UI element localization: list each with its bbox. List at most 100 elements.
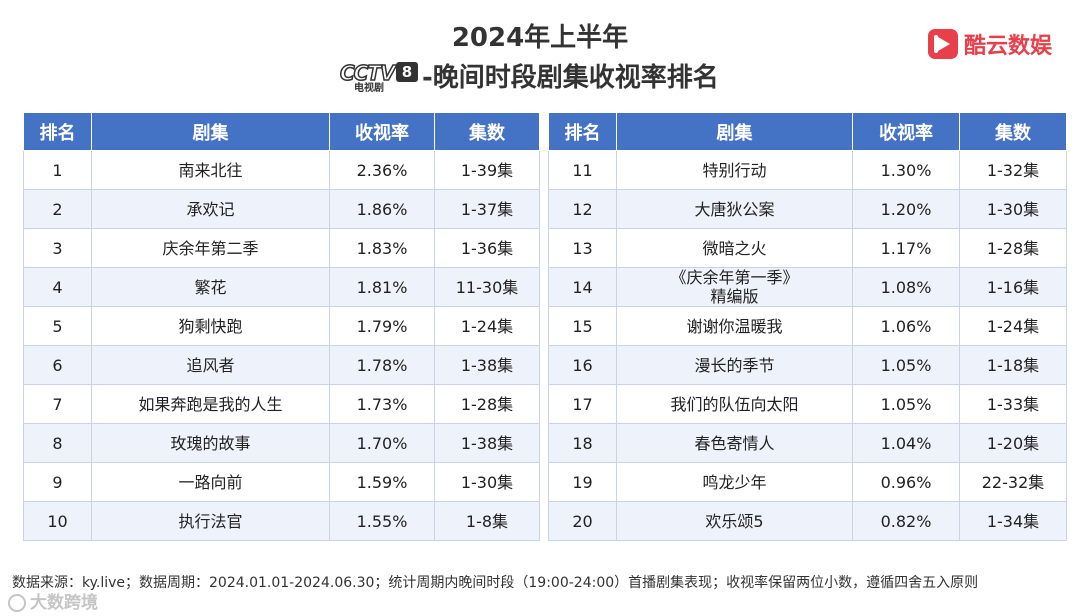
rating-cell: 1.86% <box>329 189 435 229</box>
rank-cell: 12 <box>548 189 617 229</box>
rank-cell: 14 <box>548 267 617 307</box>
ranking-table-right: 排名 剧集 收视率 集数 11 特别行动 1.30% 1-32集 12 大唐狄公案 1.20… <box>548 112 1067 541</box>
rank-cell: 20 <box>548 501 617 541</box>
rating-cell: 1.08% <box>852 267 960 307</box>
series-cell: 欢乐颂5 <box>616 501 853 541</box>
rank-cell: 5 <box>23 306 92 346</box>
header-rating: 收视率 <box>852 112 960 151</box>
rating-cell: 1.83% <box>329 228 435 268</box>
table-row: 20 欢乐颂5 0.82% 1-34集 <box>548 501 1067 541</box>
rating-cell: 1.79% <box>329 306 435 346</box>
rating-cell: 1.05% <box>852 384 960 424</box>
header-series: 剧集 <box>91 112 330 151</box>
table-row: 17 我们的队伍向太阳 1.05% 1-33集 <box>548 384 1067 424</box>
table-row: 18 春色寄情人 1.04% 1-20集 <box>548 423 1067 463</box>
series-cell: 如果奔跑是我的人生 <box>91 384 330 424</box>
series-cell: 执行法官 <box>91 501 330 541</box>
rating-cell: 1.59% <box>329 462 435 502</box>
table-row: 14 《庆余年第一季》 精编版 1.08% 1-16集 <box>548 267 1067 307</box>
table-row: 16 漫长的季节 1.05% 1-18集 <box>548 345 1067 385</box>
table-row: 2 承欢记 1.86% 1-37集 <box>23 189 540 229</box>
episodes-cell: 1-28集 <box>434 384 540 424</box>
rating-cell: 1.30% <box>852 150 960 190</box>
episodes-cell: 1-24集 <box>434 306 540 346</box>
rank-cell: 6 <box>23 345 92 385</box>
header-rank: 排名 <box>23 112 92 151</box>
rating-cell: 1.06% <box>852 306 960 346</box>
series-cell: 庆余年第二季 <box>91 228 330 268</box>
rating-cell: 0.96% <box>852 462 960 502</box>
rank-cell: 7 <box>23 384 92 424</box>
series-cell: 南来北往 <box>91 150 330 190</box>
rank-cell: 19 <box>548 462 617 502</box>
table-row: 4 繁花 1.81% 11-30集 <box>23 267 540 307</box>
rating-cell: 1.73% <box>329 384 435 424</box>
series-cell: 繁花 <box>91 267 330 307</box>
header-episodes: 集数 <box>434 112 540 151</box>
rank-cell: 15 <box>548 306 617 346</box>
table-row: 7 如果奔跑是我的人生 1.73% 1-28集 <box>23 384 540 424</box>
rating-cell: 1.17% <box>852 228 960 268</box>
series-cell: 谢谢你温暖我 <box>616 306 853 346</box>
rating-cell: 1.81% <box>329 267 435 307</box>
episodes-cell: 1-8集 <box>434 501 540 541</box>
episodes-cell: 1-38集 <box>434 345 540 385</box>
table-row: 10 执行法官 1.55% 1-8集 <box>23 501 540 541</box>
series-cell: 特别行动 <box>616 150 853 190</box>
rating-cell: 1.78% <box>329 345 435 385</box>
table-row: 13 微暗之火 1.17% 1-28集 <box>548 228 1067 268</box>
rating-cell: 1.70% <box>329 423 435 463</box>
table-row: 6 追风者 1.78% 1-38集 <box>23 345 540 385</box>
episodes-cell: 1-30集 <box>959 189 1067 229</box>
rank-cell: 13 <box>548 228 617 268</box>
series-cell: 《庆余年第一季》 精编版 <box>616 267 853 307</box>
rank-cell: 1 <box>23 150 92 190</box>
rank-cell: 18 <box>548 423 617 463</box>
table-row: 3 庆余年第二季 1.83% 1-36集 <box>23 228 540 268</box>
episodes-cell: 1-32集 <box>959 150 1067 190</box>
table-row: 9 一路向前 1.59% 1-30集 <box>23 462 540 502</box>
episodes-cell: 1-38集 <box>434 423 540 463</box>
table-row: 5 狗剩快跑 1.79% 1-24集 <box>23 306 540 346</box>
footnote: 数据来源：ky.live；数据周期：2024.01.01-2024.06.30；… <box>12 575 979 591</box>
cctv8-logo: CCTV 8 电视剧 <box>339 61 418 95</box>
series-cell: 大唐狄公案 <box>616 189 853 229</box>
page-title: 2024年上半年 <box>451 23 629 53</box>
series-cell: 鸣龙少年 <box>616 462 853 502</box>
rating-cell: 1.20% <box>852 189 960 229</box>
cctv-logo-text: CCTV <box>339 61 396 85</box>
series-cell: 微暗之火 <box>616 228 853 268</box>
header-series: 剧集 <box>616 112 853 151</box>
table-row: 12 大唐狄公案 1.20% 1-30集 <box>548 189 1067 229</box>
episodes-cell: 1-36集 <box>434 228 540 268</box>
series-cell: 玫瑰的故事 <box>91 423 330 463</box>
watermark-text: 大数跨境 <box>30 593 98 613</box>
table-row: 11 特别行动 1.30% 1-32集 <box>548 150 1067 190</box>
rating-cell: 1.04% <box>852 423 960 463</box>
episodes-cell: 22-32集 <box>959 462 1067 502</box>
play-icon <box>927 29 958 59</box>
episodes-cell: 1-24集 <box>959 306 1067 346</box>
rating-cell: 1.55% <box>329 501 435 541</box>
rank-cell: 11 <box>548 150 617 190</box>
brand-name: 酷云数娱 <box>963 34 1052 59</box>
episodes-cell: 1-33集 <box>959 384 1067 424</box>
table-row: 19 鸣龙少年 0.96% 22-32集 <box>548 462 1067 502</box>
episodes-cell: 1-39集 <box>434 150 540 190</box>
watermark-icon <box>8 594 26 612</box>
rank-cell: 3 <box>23 228 92 268</box>
series-cell: 承欢记 <box>91 189 330 229</box>
table-row: 1 南来北往 2.36% 1-39集 <box>23 150 540 190</box>
episodes-cell: 1-37集 <box>434 189 540 229</box>
rating-cell: 0.82% <box>852 501 960 541</box>
table-row: 8 玫瑰的故事 1.70% 1-38集 <box>23 423 540 463</box>
cctv-logo-subtitle: 电视剧 <box>354 83 384 94</box>
series-cell: 追风者 <box>91 345 330 385</box>
subtitle-text: -晚间时段剧集收视率排名 <box>422 63 719 93</box>
series-cell: 狗剩快跑 <box>91 306 330 346</box>
series-cell: 春色寄情人 <box>616 423 853 463</box>
episodes-cell: 1-34集 <box>959 501 1067 541</box>
rank-cell: 2 <box>23 189 92 229</box>
episodes-cell: 1-20集 <box>959 423 1067 463</box>
rank-cell: 17 <box>548 384 617 424</box>
